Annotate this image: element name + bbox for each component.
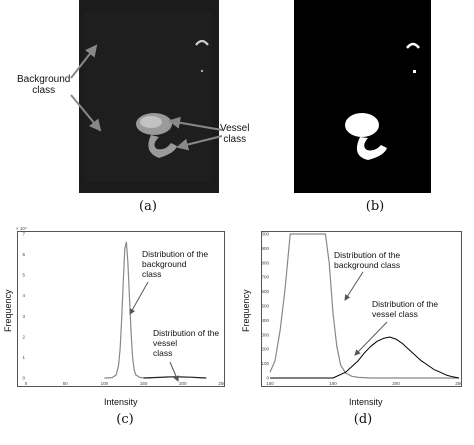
arrow-vessel-lower: [176, 135, 223, 151]
exponent-c: × 10⁴: [16, 226, 27, 231]
y-tick-label: 2: [22, 334, 25, 339]
y-tick-label: 700: [262, 275, 269, 280]
x-tick-label: 150: [140, 381, 148, 386]
series-line-d-0: [269, 233, 459, 379]
x-tick-label: 200: [179, 381, 187, 386]
mask-vessel-lower: [356, 137, 387, 160]
plot-area-c: 0 50 100 150 200 250 0 1 2 3 4 5 6 7: [17, 231, 226, 387]
series-line-d-1: [270, 336, 460, 379]
y-tick-label: 0: [266, 376, 269, 381]
note-ve-d-line1: Distribution of the: [372, 299, 439, 309]
panel-b: (b): [237, 0, 474, 220]
note-background-c: Distribution of the background class: [142, 249, 208, 279]
panel-c: Frequency × 10⁴ 05010015020025001234567 …: [0, 222, 237, 445]
arc-feature-a: [195, 39, 209, 46]
y-tick-label: 800: [262, 260, 269, 265]
segmentation-mask-b: [294, 0, 431, 193]
plot-area-d: 1001502002500100200300400500600700800900…: [259, 231, 463, 387]
x-tick-label: 200: [392, 381, 400, 386]
vessel-label-line2: class: [223, 134, 247, 145]
note-ve-c-line1: Distribution of the: [153, 328, 220, 338]
xlabel-c: Intensity: [104, 397, 138, 407]
background-label-line1: Background: [17, 74, 71, 85]
y-tick-label: 100: [262, 361, 269, 366]
x-tick-label: 50: [63, 381, 69, 386]
background-class-label: Background class: [17, 74, 70, 96]
note-bg-c-line3: class: [142, 269, 162, 279]
y-tick-label: 300: [262, 332, 269, 337]
panel-a: Background class Vessel class (a): [0, 0, 249, 220]
x-tick-label: 100: [101, 381, 109, 386]
x-tick-label: 150: [329, 381, 337, 386]
vessel-label-line1: Vessel: [220, 123, 250, 134]
histogram-d: 1001502002500100200300400500600700800900…: [259, 232, 463, 387]
histogram-c: 0 50 100 150 200 250 0 1 2 3 4 5 6 7: [22, 232, 226, 387]
vessel-blob-lower: [148, 135, 177, 158]
x-tick-label: 0: [25, 381, 28, 386]
vessel-class-label: Vessel class: [220, 123, 249, 145]
y-tick-label: 7: [22, 232, 25, 237]
y-tick-label: 4: [22, 293, 25, 298]
note-vessel-d: Distribution of the vessel class: [372, 299, 438, 319]
ylabel-c: Frequency: [3, 289, 13, 332]
y-tick-label: 1: [22, 355, 25, 360]
arrow-background-upper: [70, 44, 98, 79]
note-bg-c-line1: Distribution of the: [142, 249, 209, 259]
note-ve-d-line2: vessel class: [372, 309, 418, 319]
x-tick-label: 250: [218, 381, 224, 386]
x-tick-label: 100: [266, 381, 274, 386]
y-tick-label: 200: [262, 347, 269, 352]
panel-d: Frequency 100150200250010020030040050060…: [237, 222, 474, 445]
xlabel-d: Intensity: [349, 397, 383, 407]
note-bg-c-line2: background: [142, 259, 187, 269]
y-tick-label: 3: [22, 314, 25, 319]
y-tick-label: 600: [262, 289, 269, 294]
note-ve-c-line2: vessel: [153, 338, 178, 348]
y-tick-label: 1000: [262, 232, 269, 237]
note-ve-c-line3: class: [153, 348, 173, 358]
y-tick-label: 400: [262, 318, 269, 323]
note-bg-d-line1: Distribution of the: [334, 250, 401, 260]
series-line-c-0: [104, 241, 152, 379]
note-bg-d-line2: background class: [334, 260, 401, 270]
note-vessel-c: Distribution of the vessel class: [153, 328, 219, 358]
caption-a: (a): [139, 199, 157, 214]
arrow-vessel-upper: [168, 116, 223, 131]
ylabel-d: Frequency: [241, 289, 251, 332]
annotation-arrows-a: [70, 44, 223, 151]
caption-d: (d): [353, 412, 373, 427]
caption-c: (c): [116, 412, 134, 427]
mask-arc: [406, 42, 420, 49]
segmentation-mask-svg: [294, 0, 431, 193]
y-tick-label: 500: [262, 304, 269, 309]
caption-b: (b): [365, 199, 385, 214]
y-tick-label: 6: [22, 252, 25, 257]
series-line-c-1: [143, 376, 207, 379]
y-tick-label: 0: [22, 376, 25, 381]
y-tick-label: 900: [262, 246, 269, 251]
background-label-line2: class: [32, 85, 56, 96]
mask-vessel-upper: [345, 113, 379, 137]
x-tick-label: 250: [455, 381, 461, 386]
arrow-background-lower: [70, 94, 102, 132]
y-tick-label: 5: [22, 273, 25, 278]
mri-image-a: [79, 0, 219, 193]
mri-image-a-svg: [79, 0, 219, 193]
note-background-d: Distribution of the background class: [334, 250, 400, 270]
